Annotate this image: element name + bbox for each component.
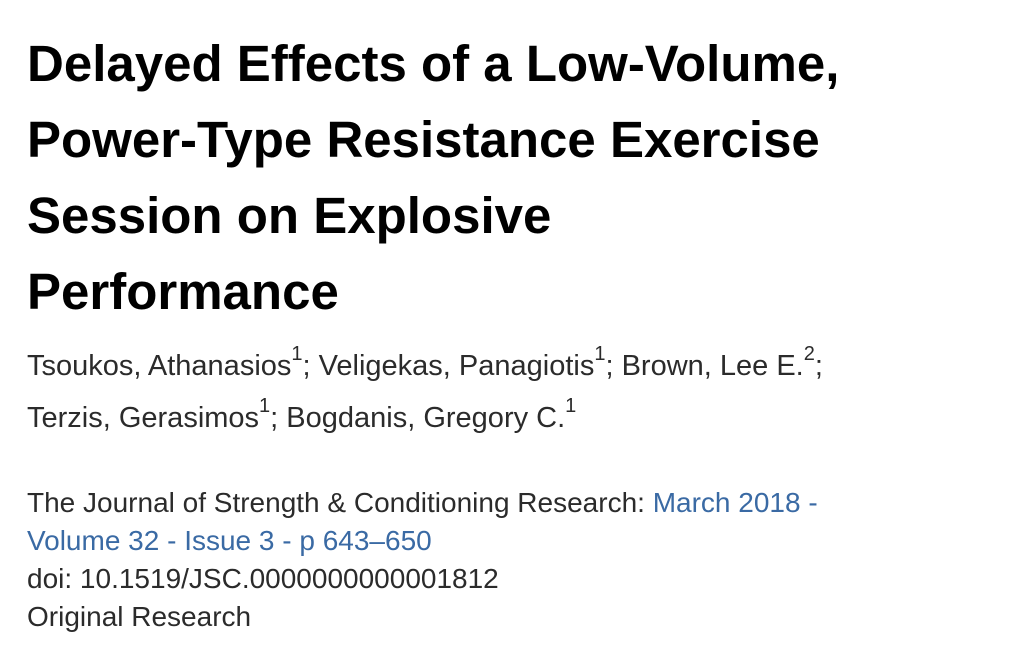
author-separator: ;	[270, 402, 287, 434]
author-separator: ;	[814, 350, 823, 382]
volume-issue-link[interactable]: Volume 32 - Issue 3 - p 643–650	[27, 525, 432, 556]
author-name[interactable]: Tsoukos, Athanasios	[27, 350, 292, 382]
journal-line: The Journal of Strength & Conditioning R…	[27, 484, 1007, 522]
publication-meta: The Journal of Strength & Conditioning R…	[27, 484, 1007, 636]
affiliation-marker: 1	[565, 395, 577, 418]
affiliation-marker: 2	[803, 343, 815, 366]
affiliation-marker: 1	[594, 343, 606, 366]
author-separator: ;	[302, 350, 319, 382]
article-type: Original Research	[27, 601, 252, 632]
author-name[interactable]: Veligekas, Panagiotis	[318, 350, 595, 382]
doi-text: doi: 10.1519/JSC.0000000000001812	[27, 563, 499, 594]
affiliation-marker: 1	[259, 395, 271, 418]
issue-link[interactable]: March 2018 -	[652, 487, 818, 518]
author-name[interactable]: Terzis, Gerasimos	[27, 402, 260, 434]
author-name[interactable]: Bogdanis, Gregory C.	[286, 402, 566, 434]
author-list: Tsoukos, Athanasios1; Veligekas, Panagio…	[27, 340, 1007, 444]
author-separator: ;	[605, 350, 622, 382]
affiliation-marker: 1	[291, 343, 303, 366]
article-header: Delayed Effects of a Low-Volume, Power-T…	[27, 26, 1007, 636]
journal-name: The Journal of Strength & Conditioning R…	[27, 487, 653, 518]
author-name[interactable]: Brown, Lee E.	[621, 350, 804, 382]
article-title: Delayed Effects of a Low-Volume, Power-T…	[27, 35, 840, 320]
